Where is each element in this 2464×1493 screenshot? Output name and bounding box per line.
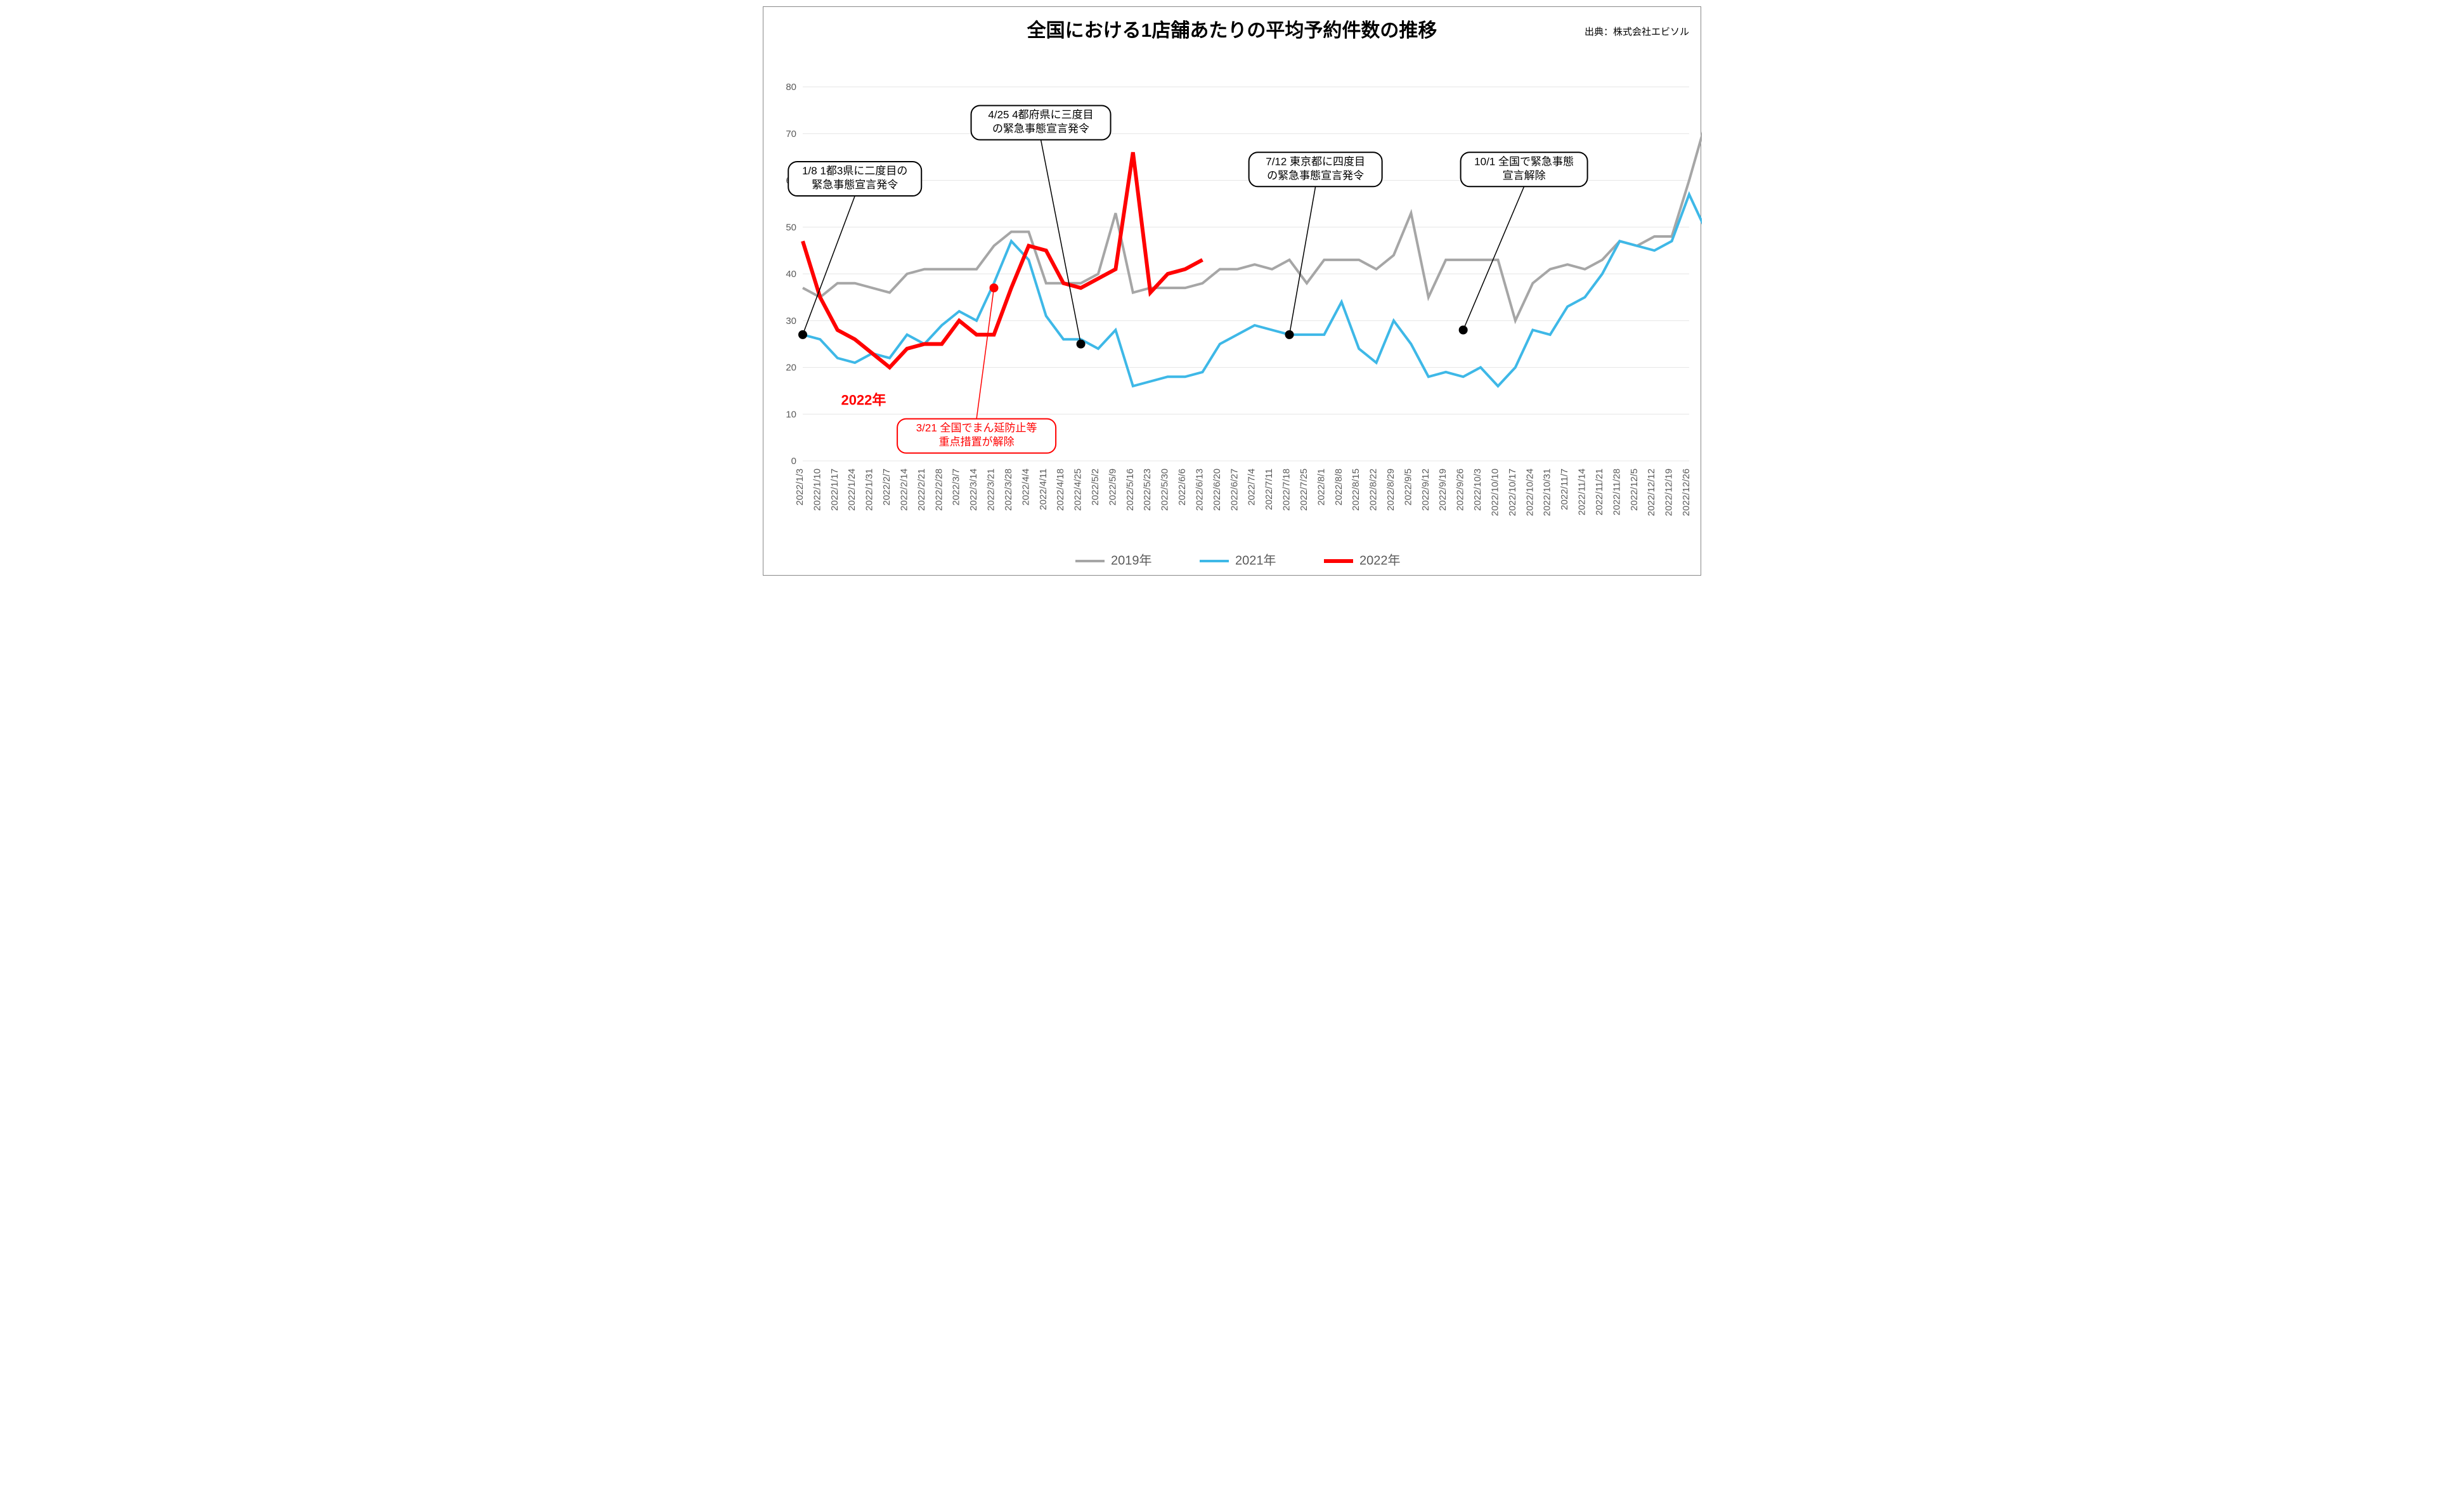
annotation-marker (1077, 340, 1086, 349)
x-tick-label: 2022/7/11 (1264, 469, 1274, 510)
x-tick-label: 2022/4/25 (1073, 469, 1084, 511)
x-tick-label: 2022/10/3 (1472, 469, 1483, 511)
legend-label: 2021年 (1235, 553, 1276, 567)
y-tick-label: 0 (791, 456, 796, 467)
y-tick-label: 80 (786, 82, 796, 93)
x-tick-label: 2022/9/19 (1437, 469, 1448, 511)
annotation-text: 7/12 東京都に四度目 (1266, 155, 1365, 167)
y-tick-label: 20 (786, 363, 796, 373)
x-tick-label: 2022/9/12 (1420, 469, 1431, 511)
x-tick-label: 2022/11/14 (1577, 469, 1588, 515)
x-tick-label: 2022/5/2 (1090, 469, 1101, 505)
x-tick-label: 2022/8/1 (1316, 469, 1326, 505)
x-tick-label: 2022/12/12 (1646, 469, 1657, 516)
x-tick-label: 2022/2/14 (898, 469, 909, 511)
x-tick-label: 2022/7/18 (1281, 469, 1292, 511)
x-tick-label: 2022/12/26 (1681, 469, 1692, 516)
x-tick-label: 2022/7/4 (1247, 469, 1257, 505)
x-tick-label: 2022/4/11 (1038, 469, 1049, 510)
x-tick-label: 2022/11/21 (1594, 469, 1605, 515)
x-tick-label: 2022/1/3 (794, 469, 805, 505)
x-tick-label: 2022/3/21 (986, 469, 997, 511)
y-tick-label: 70 (786, 129, 796, 139)
annotation-text: の緊急事態宣言発令 (992, 123, 1089, 135)
annotation-text: 3/21 全国でまん延防止等 (916, 422, 1037, 434)
legend: 2019年 2021年 2022年 (1075, 553, 1401, 567)
x-tick-label: 2022/3/7 (951, 469, 962, 505)
x-tick-label: 2022/1/24 (846, 469, 857, 511)
x-tick-label: 2022/4/4 (1020, 469, 1031, 505)
x-tick-label: 2022/1/31 (864, 469, 875, 511)
annotation-text: 宣言解除 (1503, 169, 1546, 181)
y-tick-label: 50 (786, 222, 796, 233)
y-tick-label: 10 (786, 409, 796, 420)
x-tick-label: 2022/3/14 (968, 469, 979, 511)
x-tick-label: 2022/10/10 (1489, 469, 1500, 516)
annotation-marker (1459, 326, 1468, 335)
annotation-marker (798, 330, 807, 339)
annotation-text: 緊急事態宣言発令 (812, 179, 898, 191)
x-tick-label: 2022/5/23 (1142, 469, 1153, 511)
annotation-marker (990, 283, 999, 292)
annotation-text: 10/1 全国で緊急事態 (1474, 155, 1574, 167)
x-tick-label: 2022/8/29 (1385, 469, 1396, 511)
x-tick-label: 2022/4/18 (1055, 469, 1066, 511)
x-tick-label: 2022/7/25 (1299, 469, 1309, 511)
legend-label: 2019年 (1111, 553, 1152, 567)
x-tick-label: 2022/8/8 (1333, 469, 1344, 505)
x-tick-label: 2022/2/21 (916, 469, 927, 511)
annotation-leader (1290, 186, 1316, 335)
y-tick-label: 30 (786, 316, 796, 326)
x-tick-label: 2022/6/20 (1212, 469, 1222, 511)
series-y2019 (803, 120, 1702, 321)
annotation-text: 1/8 1都3県に二度目の (802, 165, 907, 177)
series-year-label: 2022年 (841, 392, 886, 408)
annotation-leader (1041, 140, 1081, 344)
x-tick-label: 2022/8/22 (1368, 469, 1379, 511)
x-tick-label: 2022/2/7 (881, 469, 892, 505)
line-chart: 010203040506070802022/1/32022/1/102022/1… (763, 42, 1702, 575)
x-tick-label: 2022/9/26 (1455, 469, 1466, 511)
x-tick-label: 2022/9/5 (1403, 469, 1413, 505)
x-tick-label: 2022/10/24 (1524, 469, 1535, 516)
annotation-leader (1463, 186, 1524, 330)
x-axis-labels: 2022/1/3 2022/1/10 2022/1/17 2022/1/24 2022/… (794, 469, 1692, 516)
x-tick-label: 2022/2/28 (933, 469, 944, 511)
x-tick-label: 2022/3/28 (1003, 469, 1014, 511)
annotation-marker (1285, 330, 1294, 339)
x-tick-label: 2022/5/30 (1160, 469, 1170, 511)
x-tick-label: 2022/11/7 (1559, 469, 1570, 510)
x-tick-label: 2022/11/28 (1611, 469, 1622, 515)
x-tick-label: 2022/10/31 (1542, 469, 1553, 516)
chart-source: 出典：株式会社エビソル (1585, 25, 1689, 38)
x-tick-label: 2022/8/15 (1351, 469, 1361, 511)
x-tick-label: 2022/10/17 (1507, 469, 1518, 516)
x-tick-label: 2022/12/19 (1664, 469, 1675, 516)
annotation-text: 4/25 4都府県に三度目 (988, 109, 1093, 121)
annotation-leader (976, 288, 994, 419)
x-tick-label: 2022/6/6 (1177, 469, 1188, 505)
annotation-text: の緊急事態宣言発令 (1267, 169, 1364, 181)
x-tick-label: 2022/1/17 (829, 469, 840, 511)
x-tick-label: 2022/6/13 (1194, 469, 1205, 511)
chart-title: 全国における1店舗あたりの平均予約件数の推移 (763, 15, 1701, 42)
x-tick-label: 2022/6/27 (1229, 469, 1240, 511)
annotation-text: 重点措置が解除 (939, 436, 1015, 448)
x-tick-label: 2022/5/16 (1125, 469, 1136, 511)
x-tick-label: 2022/1/10 (812, 469, 822, 511)
x-tick-label: 2022/12/5 (1629, 469, 1640, 511)
y-tick-label: 40 (786, 269, 796, 280)
chart-container: 全国における1店舗あたりの平均予約件数の推移 出典：株式会社エビソル 0 10 20… (763, 6, 1701, 576)
x-tick-label: 2022/5/9 (1107, 469, 1118, 505)
legend-label: 2022年 (1359, 553, 1401, 567)
